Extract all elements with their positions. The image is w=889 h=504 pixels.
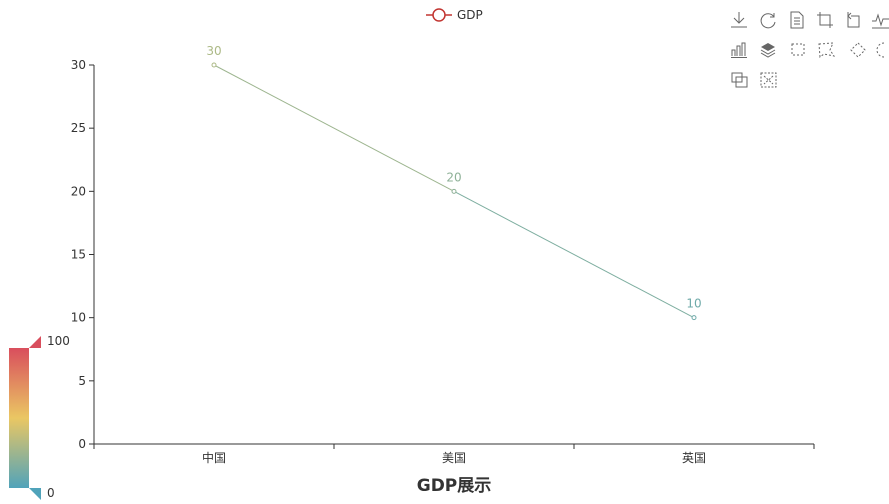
series-line-segment <box>453 190 695 319</box>
brush-icon[interactable] <box>731 72 748 88</box>
zoom-reset-icon[interactable] <box>847 12 860 28</box>
series-gdp: 30 20 10 <box>206 44 702 321</box>
visual-map-min-handle[interactable] <box>29 488 41 500</box>
visual-map-bar[interactable] <box>9 348 29 488</box>
clear-select-icon[interactable] <box>876 42 885 58</box>
legend-marker-icon <box>432 8 446 22</box>
data-label: 20 <box>446 170 461 184</box>
y-tick-label: 5 <box>78 374 86 388</box>
y-axis: 0 5 10 15 20 25 30 <box>71 58 95 451</box>
visual-map[interactable]: 100 0 <box>9 334 70 500</box>
x-tick-label: 美国 <box>442 451 466 465</box>
data-label: 10 <box>686 297 701 311</box>
y-tick-label: 30 <box>71 58 86 72</box>
data-label: 30 <box>206 44 221 58</box>
visual-map-max-label: 100 <box>47 334 70 348</box>
polygon-select-icon[interactable] <box>818 42 836 58</box>
line-chart-icon[interactable] <box>872 13 889 29</box>
y-tick-label: 25 <box>71 121 86 135</box>
series-line-segment <box>213 64 455 192</box>
stack-icon[interactable] <box>760 43 776 58</box>
legend[interactable]: GDP <box>426 8 483 22</box>
rect-select-icon[interactable] <box>791 43 805 56</box>
zoom-icon[interactable] <box>817 12 833 28</box>
keep-select-icon[interactable] <box>850 42 866 58</box>
x-tick-label: 英国 <box>682 451 706 465</box>
data-point[interactable] <box>691 315 697 321</box>
visual-map-max-handle[interactable] <box>29 336 41 348</box>
refresh-icon[interactable] <box>760 13 776 29</box>
y-tick-label: 0 <box>78 437 86 451</box>
data-point[interactable] <box>211 62 217 68</box>
x-axis: 中国 美国 英国 <box>93 443 815 465</box>
legend-label: GDP <box>457 8 483 22</box>
toolbox <box>731 11 889 88</box>
download-icon[interactable] <box>731 12 747 28</box>
data-point[interactable] <box>451 188 457 194</box>
clear-brush-icon[interactable] <box>760 72 777 88</box>
x-tick-label: 中国 <box>202 450 226 465</box>
y-tick-label: 15 <box>71 248 86 262</box>
data-view-icon[interactable] <box>790 11 804 29</box>
y-tick-label: 10 <box>71 311 86 325</box>
bar-chart-icon[interactable] <box>731 42 747 58</box>
chart-title: GDP展示 <box>417 476 492 496</box>
visual-map-min-label: 0 <box>47 486 55 500</box>
y-tick-label: 20 <box>71 184 86 198</box>
